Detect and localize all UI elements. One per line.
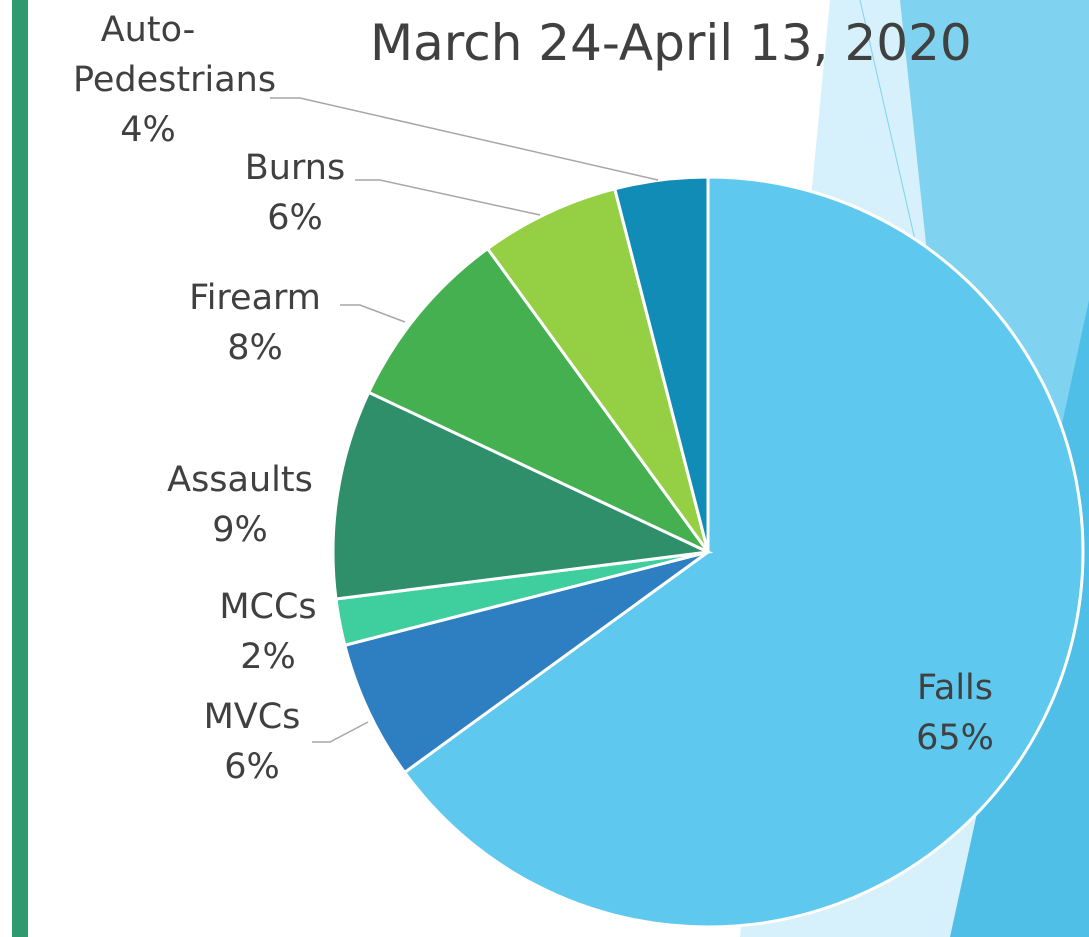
value-label: 4% bbox=[120, 110, 176, 150]
value-label: 9% bbox=[212, 510, 268, 550]
leader-line bbox=[355, 179, 541, 216]
pie-slice bbox=[402, 175, 1085, 929]
pie bbox=[331, 175, 1085, 929]
slice-label: Falls 65% bbox=[855, 663, 1055, 763]
leader-lines bbox=[270, 97, 659, 743]
category-label: Assaults bbox=[167, 460, 313, 500]
pie-slice bbox=[485, 186, 710, 553]
value-label: 8% bbox=[227, 328, 283, 368]
slice-label: MCCs 2% bbox=[168, 582, 368, 682]
accent-bar bbox=[12, 0, 28, 937]
category-label: Burns bbox=[244, 148, 346, 188]
slice-label: Burns 6% bbox=[195, 143, 395, 243]
category-label: MVCs bbox=[203, 697, 301, 737]
pie-slice bbox=[366, 246, 710, 554]
chart-title: March 24-April 13, 2020 bbox=[370, 14, 972, 72]
slice-label: Firearm 8% bbox=[145, 273, 365, 373]
value-label: 6% bbox=[224, 747, 280, 787]
pie-slice bbox=[331, 390, 714, 601]
category-label: Firearm bbox=[189, 278, 321, 318]
leader-line bbox=[340, 304, 406, 323]
value-label: 2% bbox=[240, 637, 296, 677]
leader-line bbox=[312, 721, 369, 743]
leader-line bbox=[270, 97, 659, 181]
slice-label: MVCs 6% bbox=[152, 692, 352, 792]
slice-label: Assaults 9% bbox=[130, 455, 350, 555]
category-label: Falls bbox=[916, 668, 994, 708]
pie-slice bbox=[342, 550, 709, 775]
category-label: MCCs bbox=[219, 587, 317, 627]
pie-slice bbox=[612, 175, 710, 553]
slice-label: Auto-Pedestrians 4% bbox=[73, 5, 277, 155]
decor bbox=[859, 0, 916, 241]
category-label: Auto-Pedestrians bbox=[73, 10, 277, 100]
value-label: 65% bbox=[916, 718, 994, 758]
value-label: 6% bbox=[267, 198, 323, 238]
